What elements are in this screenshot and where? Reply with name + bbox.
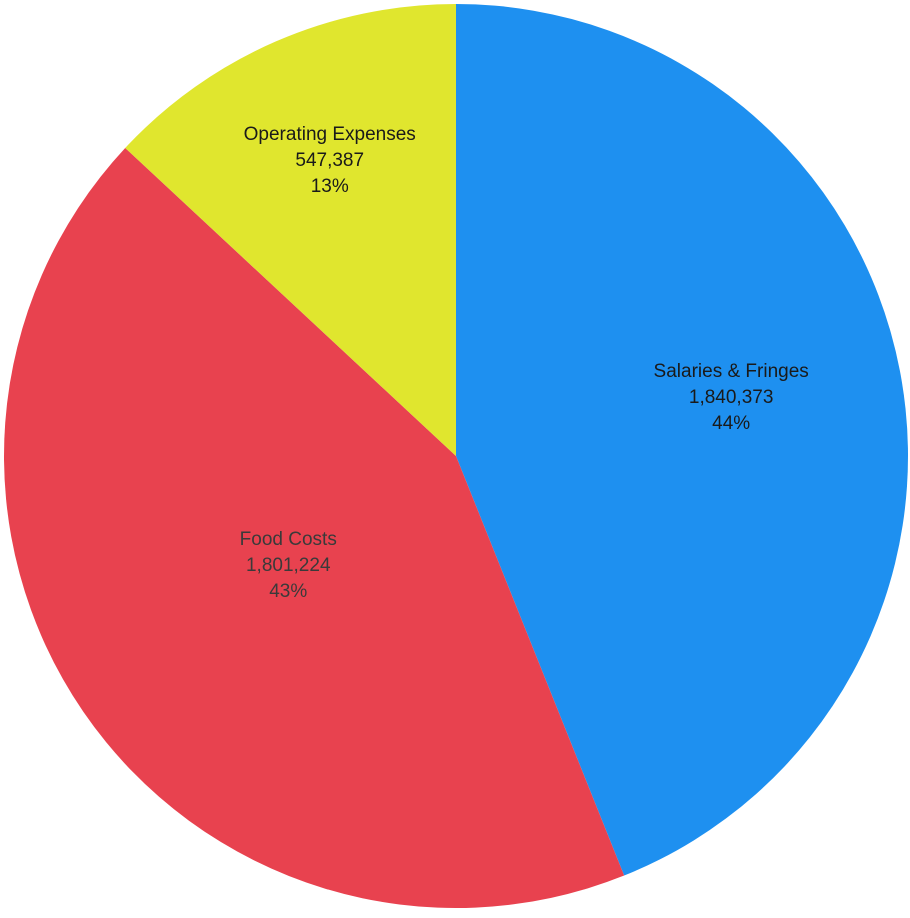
- slice-label-name: Food Costs: [240, 529, 337, 550]
- pie-slice-food-costs: [3, 147, 625, 909]
- pie-slices: [3, 4, 909, 909]
- pie-slice-operating-expenses: [125, 4, 456, 456]
- slice-label-value: 1,840,373: [689, 387, 774, 408]
- slice-label-value: 547,387: [295, 150, 364, 171]
- slice-label-percent: 13%: [311, 176, 349, 197]
- slice-label-percent: 44%: [712, 413, 750, 434]
- slice-label-group: Food Costs 1,801,224 43%: [240, 529, 337, 602]
- slice-label-value: 1,801,224: [246, 555, 331, 576]
- pie-slice-salaries-fringes: [456, 4, 909, 876]
- slice-label-name: Operating Expenses: [244, 124, 416, 145]
- pie-labels: Salaries & Fringes 1,840,373 44% Food Costs…: [240, 124, 809, 602]
- slice-label-group: Operating Expenses 547,387 13%: [244, 124, 416, 197]
- slice-label-percent: 43%: [269, 581, 307, 602]
- slice-label-group: Salaries & Fringes 1,840,373 44%: [654, 361, 809, 434]
- slice-label-name: Salaries & Fringes: [654, 361, 809, 382]
